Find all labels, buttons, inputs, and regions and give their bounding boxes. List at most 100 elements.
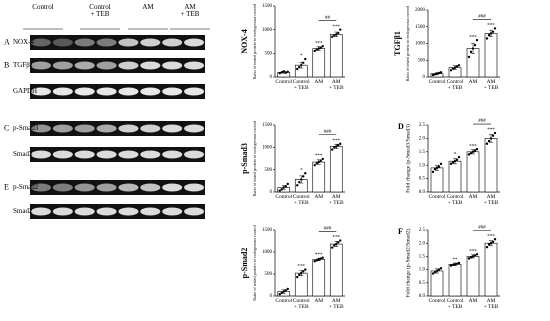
data-point [280,71,283,74]
blot-column-label: Control + TEB [89,3,111,18]
data-point [296,67,299,71]
blot-band [140,38,161,47]
data-point [473,149,477,152]
blot-row-label: TGFβ1 [13,61,34,69]
blot-column-label: AM + TEB [180,3,200,18]
data-point [333,244,336,247]
significance-label: * [300,54,303,59]
significance-label: *** [315,154,323,159]
data-point [449,162,453,166]
data-point [431,73,435,77]
data-point [337,31,340,35]
bar [484,242,498,297]
data-point [304,57,307,61]
blot-row-label: p-Smad2 [13,183,39,191]
blot-band [74,87,95,96]
panel-letter: C [4,123,9,132]
data-point [313,260,316,263]
significance-label: *** [469,35,477,40]
data-point [300,63,303,67]
data-point [313,49,316,53]
data-point [331,246,334,249]
data-point [337,241,340,244]
data-point [433,73,437,76]
data-point [457,64,461,67]
significance-label: *** [298,265,306,270]
y-axis-sublabel: Ratio of tested protein to endogenous co… [405,5,410,81]
data-point [331,35,334,38]
data-point [296,184,299,187]
y-tick-label: 1000 [262,145,273,150]
data-point [298,180,301,184]
bracket-label: ### [324,227,332,232]
data-point [317,47,320,50]
significance-label: *** [487,128,495,133]
blot-band [118,61,139,70]
data-point [471,255,475,258]
blot-band [30,124,51,133]
blot-row-label: p-Smad3 [13,124,39,132]
x-tick-label: AM + TEB [328,298,344,310]
data-point [433,271,437,274]
data-point [304,172,307,175]
blot-strip [30,204,205,219]
x-tick-label: AM [468,298,478,304]
y-tick-label: 0 [270,190,273,195]
data-point [473,43,477,47]
blot-strip [30,84,205,99]
blot-band [162,38,183,47]
significance-label: * [454,152,457,157]
data-point [435,166,439,170]
x-tick-label: Control [275,298,293,304]
data-point [335,33,338,36]
data-point [489,242,493,245]
blot-band [118,38,139,47]
data-point [439,267,443,270]
data-point [455,65,459,68]
bracket-label: ### [478,225,486,230]
blot-band [118,207,139,216]
significance-label: *** [487,234,495,239]
bar [448,264,462,297]
y-tick-label: 500 [265,272,273,277]
data-point [435,72,439,75]
blot-band [74,61,95,70]
y-axis-sublabel: Ratio of tested protein to endogenous co… [252,3,257,79]
data-point [296,275,299,279]
x-tick-label: Control + TEB [292,298,310,310]
y-axis-sublabel: Ratio of tested protein to endogenous co… [252,224,257,300]
data-point [437,165,441,168]
panel-letter: F [398,227,403,236]
data-point [282,290,285,293]
bracket-label: ### [324,130,332,135]
data-point [471,150,475,153]
data-point [489,137,493,140]
significance-label: *** [469,144,477,149]
blot-row-label: GAPDH [13,87,37,95]
bar [466,256,480,297]
data-point [319,46,322,49]
significance-label: *** [469,249,477,254]
y-tick-label: 1000 [262,28,273,33]
y-tick-label: 0.0 [419,190,426,195]
blot-band [52,207,73,216]
data-point [487,139,491,143]
significance-label: *** [333,139,341,144]
y-axis-label: Fold change (p-Smad3/Smad3) [404,124,411,193]
blot-column-label: Control [32,3,54,11]
blot-band [96,183,117,192]
y-tick-label: 0 [270,294,273,299]
bar [484,138,498,193]
x-tick-label: Control [428,79,446,85]
data-point [278,293,281,296]
x-tick-label: Control + TEB [446,194,464,206]
data-point [449,69,453,72]
data-point [286,287,289,291]
x-tick-label: Control [428,298,446,304]
blot-band [184,38,205,47]
y-tick-label: 0 [423,75,426,80]
blot-band [140,124,161,133]
y-tick-label: 1.5 [419,150,426,155]
blot-band [52,87,73,96]
data-point [485,37,489,40]
